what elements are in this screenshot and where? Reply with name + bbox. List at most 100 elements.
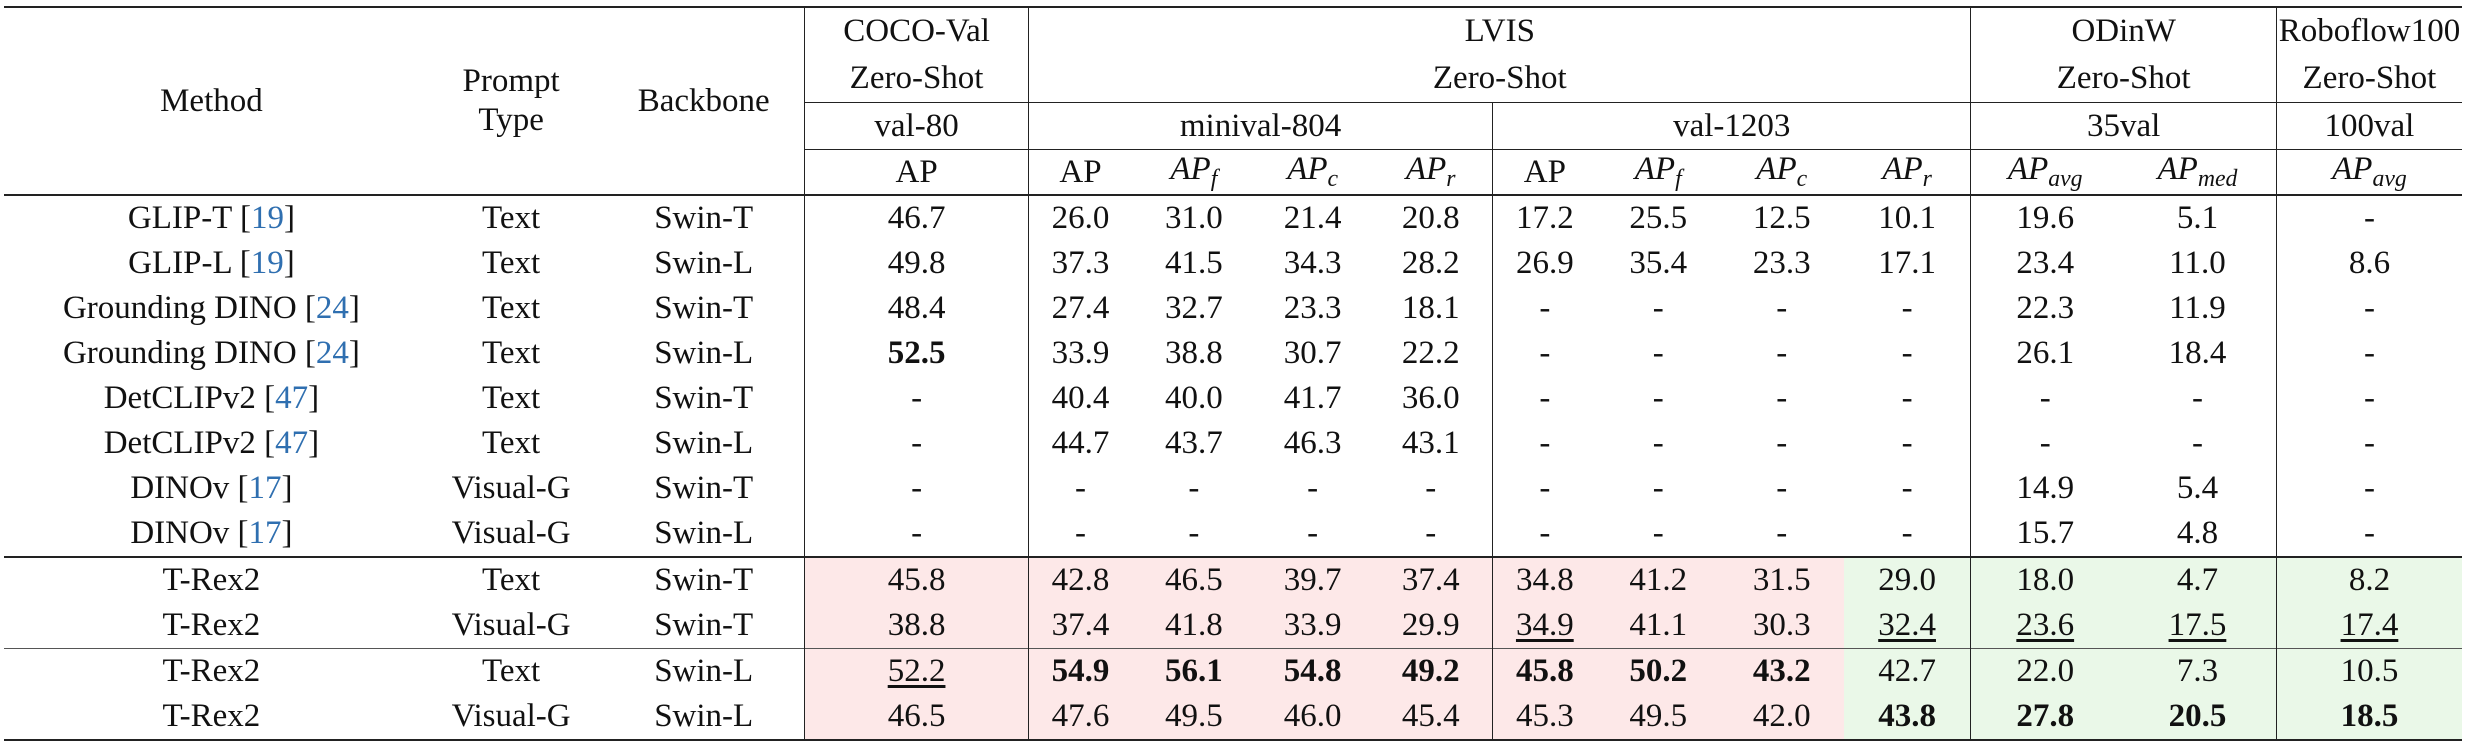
- value-text: -: [1539, 515, 1551, 551]
- value-cell: -: [1491, 286, 1597, 331]
- value-text: -: [1188, 515, 1200, 551]
- value-text: 10.5: [2340, 653, 2399, 689]
- value-text: 25.5: [1629, 200, 1688, 236]
- table-row: Grounding DINO [24] Text Swin-L 52.5 33.9 38.…: [4, 331, 2462, 376]
- value-cell: -: [1720, 331, 1844, 376]
- value-text: -: [2363, 200, 2375, 236]
- value-text: -: [1652, 470, 1664, 506]
- citation-link[interactable]: 47: [275, 380, 309, 416]
- table-row: GLIP-T [19] Text Swin-T 46.7 26.0 31.0 21.4 20.…: [4, 194, 2462, 241]
- citation-link[interactable]: 24: [315, 335, 349, 371]
- value-cell: -: [804, 511, 1029, 557]
- value-cell: -: [1720, 511, 1844, 557]
- method-cell: DINOv [17]: [130, 515, 293, 551]
- value-text: -: [1901, 290, 1913, 326]
- value-text: -: [1901, 515, 1913, 551]
- value-text: 4.7: [2176, 562, 2219, 598]
- value-cell: 17.4: [2275, 603, 2462, 649]
- value-cell: 37.3: [1028, 241, 1132, 286]
- value-cell: 10.1: [1843, 194, 1971, 241]
- value-cell: -: [2275, 376, 2462, 421]
- value-text: 23.3: [1283, 290, 1342, 326]
- header-odinw-split: 35val: [1970, 102, 2277, 150]
- table-row: T-Rex2 Text Swin-L 52.2 54.9 56.1 54.8 49.2 45.8…: [4, 648, 2462, 694]
- backbone-cell: Swin-L: [654, 515, 754, 551]
- value-text: -: [2363, 335, 2375, 371]
- prompt-cell: Text: [482, 245, 541, 281]
- header-coco-split: val-80: [804, 102, 1029, 150]
- value-cell: -: [2275, 286, 2462, 331]
- metric-minival-apf: APf: [1131, 149, 1256, 195]
- value-text: 43.8: [1878, 698, 1936, 734]
- value-cell: 27.8: [1970, 694, 2119, 741]
- method-name: T-Rex2: [162, 607, 261, 643]
- value-cell: -: [1369, 466, 1492, 511]
- method-name: T-Rex2: [162, 698, 261, 734]
- method-name: T-Rex2: [162, 562, 261, 598]
- value-cell: 7.3: [2118, 648, 2277, 694]
- prompt-cell: Text: [482, 425, 541, 461]
- value-cell: 45.8: [1491, 648, 1597, 694]
- value-cell: 8.6: [2275, 241, 2462, 286]
- value-cell: -: [1132, 511, 1256, 557]
- value-text: 43.7: [1164, 425, 1223, 461]
- table-row: DetCLIPv2 [47] Text Swin-L - 44.7 43.7 46.3 43.…: [4, 421, 2462, 466]
- value-text: 23.3: [1752, 245, 1811, 281]
- value-cell: 45.8: [804, 556, 1029, 603]
- value-text: -: [1188, 470, 1200, 506]
- value-text: 20.8: [1401, 200, 1460, 236]
- prompt-cell: Visual-G: [451, 515, 571, 551]
- citation-link[interactable]: 17: [248, 515, 282, 551]
- header-prompt-type: Prompt Type: [418, 6, 604, 195]
- metric-minival-ap: AP: [1028, 149, 1132, 195]
- value-text: 27.8: [2016, 698, 2075, 734]
- backbone-cell: Swin-L: [603, 648, 805, 694]
- value-cell: -: [804, 466, 1029, 511]
- value-cell: 29.9: [1369, 603, 1493, 649]
- table-body: GLIP-T [19] Text Swin-T 46.7 26.0 31.0 21.4 20.…: [4, 194, 2462, 741]
- value-text: 31.5: [1752, 562, 1811, 598]
- value-text: 5.1: [2176, 200, 2219, 236]
- method-name: DINOv: [130, 470, 230, 506]
- value-text: 34.9: [1515, 607, 1574, 643]
- value-cell: -: [1844, 466, 1971, 511]
- value-text: -: [1539, 335, 1551, 371]
- value-cell: 47.6: [1028, 694, 1132, 741]
- value-cell: -: [1256, 466, 1370, 511]
- value-text: 50.2: [1629, 653, 1688, 689]
- value-text: 11.0: [2169, 245, 2226, 281]
- value-cell: 20.8: [1369, 194, 1493, 241]
- prompt-cell: Visual-G: [451, 470, 571, 506]
- value-text: 15.7: [2016, 515, 2075, 551]
- citation-link[interactable]: 47: [275, 425, 309, 461]
- backbone-cell: Swin-T: [654, 470, 754, 506]
- citation-link[interactable]: 19: [251, 200, 284, 236]
- value-text: 48.4: [887, 290, 946, 326]
- value-cell: -: [1970, 376, 2119, 421]
- value-cell: -: [1720, 286, 1844, 331]
- value-text: 14.9: [2016, 470, 2075, 506]
- method-name: DetCLIPv2: [103, 425, 256, 461]
- citation-link[interactable]: 24: [315, 290, 349, 326]
- citation-link[interactable]: 19: [250, 245, 284, 281]
- backbone-cell: Swin-L: [603, 694, 805, 741]
- value-text: 40.4: [1051, 380, 1110, 416]
- prompt-cell: Visual-G: [418, 694, 604, 741]
- citation-link[interactable]: 17: [248, 470, 282, 506]
- value-text: 17.1: [1878, 245, 1936, 281]
- value-cell: 18.4: [2119, 331, 2276, 376]
- value-cell: 23.4: [1970, 241, 2119, 286]
- value-cell: 41.2: [1596, 556, 1720, 603]
- header-coco-name: COCO-Val: [804, 6, 1029, 55]
- metric-val-ap: AP: [1491, 149, 1597, 195]
- value-text: 30.7: [1283, 335, 1342, 371]
- method-cell: DetCLIPv2 [47]: [103, 425, 320, 461]
- value-cell: 23.6: [1970, 603, 2119, 649]
- value-cell: 14.9: [1970, 466, 2119, 511]
- value-text: 54.8: [1283, 653, 1342, 689]
- value-cell: -: [1256, 511, 1370, 557]
- value-text: -: [911, 425, 923, 461]
- value-text: -: [1652, 290, 1664, 326]
- value-text: 52.5: [887, 335, 946, 371]
- value-text: 22.3: [2016, 290, 2075, 326]
